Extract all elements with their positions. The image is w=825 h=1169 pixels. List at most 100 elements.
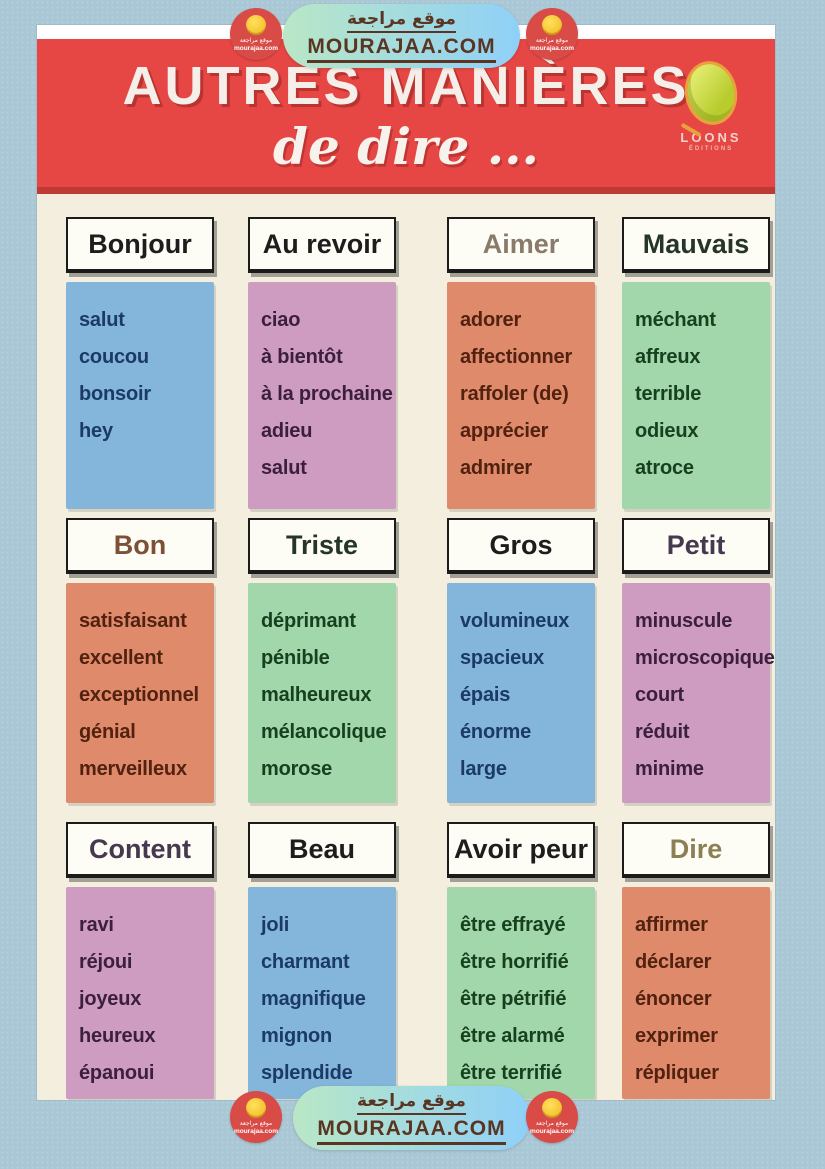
synonym: à la prochaine xyxy=(261,383,393,405)
synonym: magnifique xyxy=(261,988,366,1010)
card-gros: Gros volumineux spacieux épais énorme la… xyxy=(447,518,595,803)
card-word-list: satisfaisant excellent exceptionnel géni… xyxy=(66,583,214,803)
synonym: pénible xyxy=(261,647,330,669)
synonym: réduit xyxy=(635,721,690,743)
card-title: Dire xyxy=(622,822,770,878)
badge-arabic-text: موقع مراجعة xyxy=(535,37,569,44)
synonym: court xyxy=(635,684,685,706)
synonym: raffoler (de) xyxy=(460,383,569,405)
card-dire: Dire affirmer déclarer énoncer exprimer … xyxy=(622,822,770,1099)
badge-arabic-text: موقع مراجعة xyxy=(239,37,273,44)
synonym: exceptionnel xyxy=(79,684,199,706)
card-avoir-peur: Avoir peur être effrayé être horrifié êt… xyxy=(447,822,595,1099)
card-word-list: adorer affectionner raffoler (de) appréc… xyxy=(447,282,595,509)
card-title: Bon xyxy=(66,518,214,574)
synonym: affreux xyxy=(635,346,701,368)
logo-subtitle: ÉDITIONS xyxy=(688,146,734,152)
synonym: satisfaisant xyxy=(79,610,187,632)
synonym: minime xyxy=(635,758,704,780)
synonym: affectionner xyxy=(460,346,573,368)
mourajaa-logo-icon xyxy=(542,15,562,35)
badge-site-text: mourajaa.com xyxy=(233,44,279,52)
watermark-pill-top: موقع مراجعة MOURAJAA.COM xyxy=(283,4,520,68)
synonym: à bientôt xyxy=(261,346,343,368)
card-au-revoir: Au revoir ciao à bientôt à la prochaine … xyxy=(248,217,396,509)
card-bon: Bon satisfaisant excellent exceptionnel … xyxy=(66,518,214,803)
watermark-badge: موقع مراجعة mourajaa.com xyxy=(230,8,282,60)
poster-subtitle: de dire ... xyxy=(273,117,539,176)
synonym: charmant xyxy=(261,951,350,973)
card-word-list: ravi réjoui joyeux heureux épanoui xyxy=(66,887,214,1099)
card-word-list: déprimant pénible malheureux mélancoliqu… xyxy=(248,583,396,803)
card-word-list: méchant affreux terrible odieux atroce xyxy=(622,282,770,509)
synonym: exprimer xyxy=(635,1025,718,1047)
card-word-list: être effrayé être horrifié être pétrifié… xyxy=(447,887,595,1099)
badge-site-text: mourajaa.com xyxy=(529,44,575,52)
synonym: hey xyxy=(79,420,113,442)
synonym: spacieux xyxy=(460,647,545,669)
watermark-arabic: موقع مراجعة xyxy=(347,9,456,33)
synonym: ravi xyxy=(79,914,114,936)
synonym: salut xyxy=(79,309,125,331)
mourajaa-logo-icon xyxy=(246,1098,266,1118)
synonym: adorer xyxy=(460,309,522,331)
card-mauvais: Mauvais méchant affreux terrible odieux … xyxy=(622,217,770,509)
synonym: être pétrifié xyxy=(460,988,567,1010)
synonym: réjoui xyxy=(79,951,133,973)
badge-site-text: mourajaa.com xyxy=(233,1127,279,1135)
synonym: épanoui xyxy=(79,1062,155,1084)
publisher-logo: LOONS ÉDITIONS xyxy=(673,56,749,152)
badge-site-text: mourajaa.com xyxy=(529,1127,575,1135)
synonym: mignon xyxy=(261,1025,333,1047)
synonym: minuscule xyxy=(635,610,733,632)
card-petit: Petit minuscule microscopique court rédu… xyxy=(622,518,775,803)
synonym: mélancolique xyxy=(261,721,387,743)
card-title: Gros xyxy=(447,518,595,574)
synonym: salut xyxy=(261,457,307,479)
synonym: terrible xyxy=(635,383,702,405)
synonym: être horrifié xyxy=(460,951,569,973)
card-word-list: salut coucou bonsoir hey xyxy=(66,282,214,509)
mourajaa-logo-icon xyxy=(542,1098,562,1118)
synonym: génial xyxy=(79,721,136,743)
synonym: énoncer xyxy=(635,988,712,1010)
synonym: énorme xyxy=(460,721,532,743)
synonym: ciao xyxy=(261,309,301,331)
synonym: épais xyxy=(460,684,511,706)
watermark-site: MOURAJAA.COM xyxy=(317,1115,506,1146)
badge-arabic-text: موقع مراجعة xyxy=(239,1120,273,1127)
card-bonjour: Bonjour salut coucou bonsoir hey xyxy=(66,217,214,509)
synonym: apprécier xyxy=(460,420,549,442)
synonym: admirer xyxy=(460,457,532,479)
card-word-list: ciao à bientôt à la prochaine adieu salu… xyxy=(248,282,396,509)
card-aimer: Aimer adorer affectionner raffoler (de) … xyxy=(447,217,595,509)
synonym: heureux xyxy=(79,1025,156,1047)
card-beau: Beau joli charmant magnifique mignon spl… xyxy=(248,822,396,1099)
badge-arabic-text: موقع مراجعة xyxy=(535,1120,569,1127)
synonym: microscopique xyxy=(635,647,775,669)
synonym: large xyxy=(460,758,507,780)
card-word-list: joli charmant magnifique mignon splendid… xyxy=(248,887,396,1099)
synonym: excellent xyxy=(79,647,163,669)
synonym: adieu xyxy=(261,420,313,442)
synonym: être alarmé xyxy=(460,1025,565,1047)
synonym: répliquer xyxy=(635,1062,719,1084)
watermark-arabic: موقع مراجعة xyxy=(357,1091,466,1115)
poster: AUTRES MANIÈRES de dire ... LOONS ÉDITIO… xyxy=(37,25,775,1100)
synonym: atroce xyxy=(635,457,694,479)
synonym: malheureux xyxy=(261,684,372,706)
card-title: Bonjour xyxy=(66,217,214,273)
poster-header: AUTRES MANIÈRES de dire ... LOONS ÉDITIO… xyxy=(37,39,775,194)
watermark-badge: موقع مراجعة mourajaa.com xyxy=(526,1091,578,1143)
synonym: morose xyxy=(261,758,333,780)
logo-balloon-icon xyxy=(679,56,743,130)
card-content: Content ravi réjoui joyeux heureux épano… xyxy=(66,822,214,1099)
card-word-list: volumineux spacieux épais énorme large xyxy=(447,583,595,803)
card-word-list: affirmer déclarer énoncer exprimer répli… xyxy=(622,887,770,1099)
card-title: Avoir peur xyxy=(447,822,595,878)
synonym: méchant xyxy=(635,309,716,331)
card-title: Beau xyxy=(248,822,396,878)
card-title: Mauvais xyxy=(622,217,770,273)
card-title: Triste xyxy=(248,518,396,574)
